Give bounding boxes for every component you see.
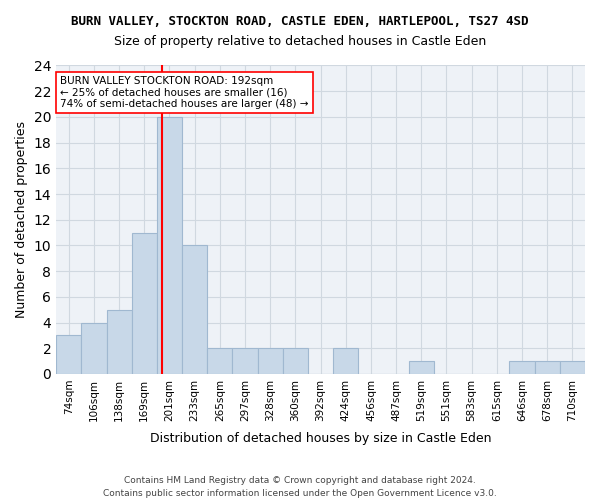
Text: BURN VALLEY, STOCKTON ROAD, CASTLE EDEN, HARTLEPOOL, TS27 4SD: BURN VALLEY, STOCKTON ROAD, CASTLE EDEN,… [71,15,529,28]
Bar [207,348,232,374]
Bar [333,348,358,374]
Text: Contains HM Land Registry data © Crown copyright and database right 2024.: Contains HM Land Registry data © Crown c… [124,476,476,485]
X-axis label: Distribution of detached houses by size in Castle Eden: Distribution of detached houses by size … [150,432,491,445]
Text: Size of property relative to detached houses in Castle Eden: Size of property relative to detached ho… [114,35,486,48]
Bar [107,310,132,374]
Bar [560,361,585,374]
Y-axis label: Number of detached properties: Number of detached properties [15,121,28,318]
Text: Contains public sector information licensed under the Open Government Licence v3: Contains public sector information licen… [103,488,497,498]
Bar [232,348,257,374]
Bar [257,348,283,374]
Bar [409,361,434,374]
Bar [132,232,157,374]
Bar [56,336,82,374]
Text: BURN VALLEY STOCKTON ROAD: 192sqm
← 25% of detached houses are smaller (16)
74% : BURN VALLEY STOCKTON ROAD: 192sqm ← 25% … [60,76,308,109]
Bar [182,246,207,374]
Bar [283,348,308,374]
Bar [157,117,182,374]
Bar [535,361,560,374]
Bar [82,322,107,374]
Bar [509,361,535,374]
